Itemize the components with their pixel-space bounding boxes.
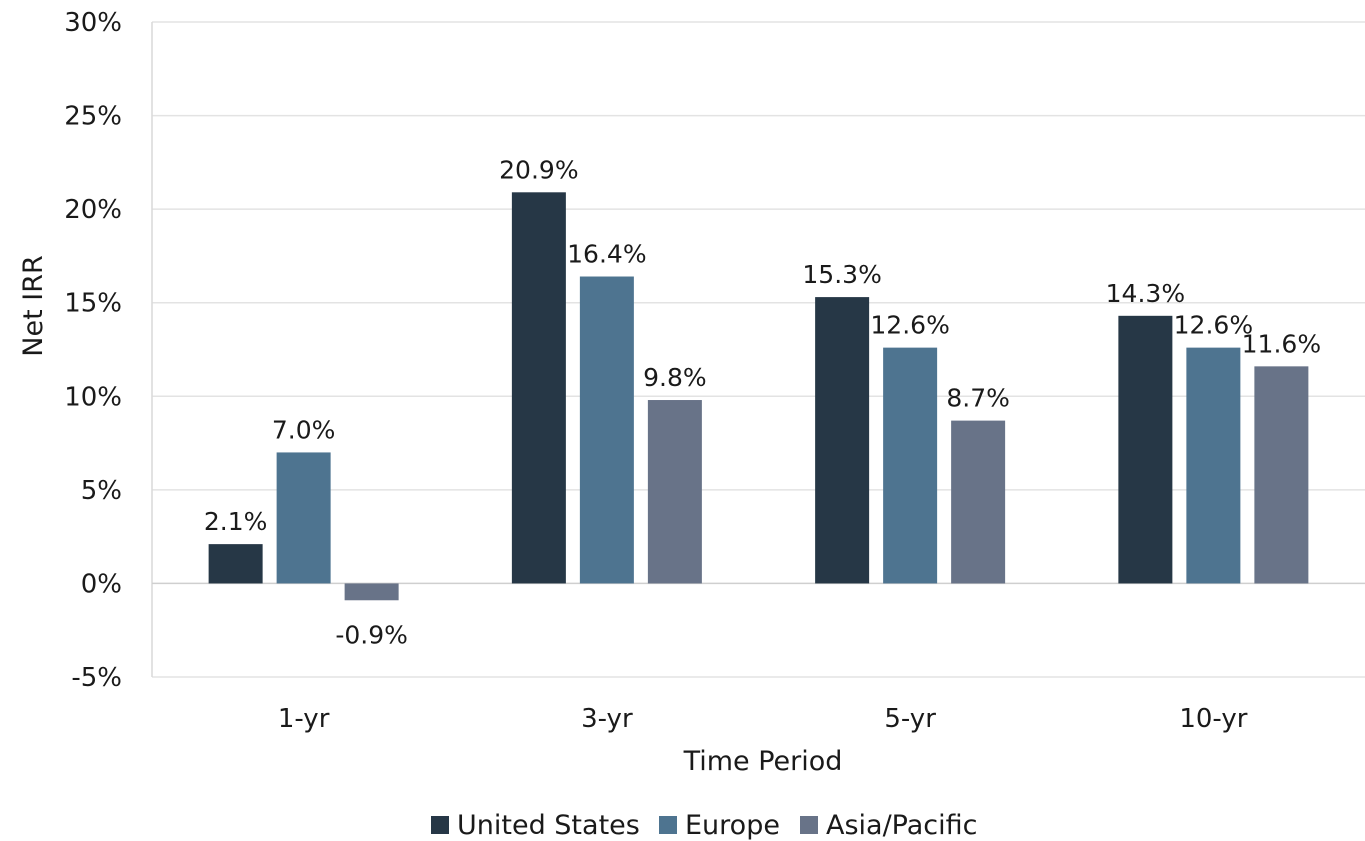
axes [151, 22, 1365, 677]
tick-labels: -5% 0% 5% 10% 15% 20% 25% 30% 1-yr 3-yr 5-yr 10-yr [64, 8, 1248, 734]
data-label-asia-pacific: 9.8% [643, 363, 707, 392]
legend-swatch-europe [659, 816, 677, 834]
y-tick-label: 15% [64, 289, 122, 319]
y-tick-label: 30% [64, 8, 122, 38]
gridlines [152, 21, 1365, 678]
data-label-asia-pacific: 11.6% [1242, 329, 1321, 358]
data-label-europe: 16.4% [567, 240, 646, 269]
data-labels: 2.1% 20.9% 15.3% 14.3% 7.0% 16.4% 12.6% 12.6% -0… [204, 155, 1321, 649]
y-axis-title: Net IRR [18, 255, 49, 356]
bar-europe [1186, 347, 1241, 584]
y-tick-label: 25% [64, 102, 122, 132]
y-tick-label: 20% [64, 195, 122, 225]
bar-united-states [1118, 315, 1173, 584]
legend-label-europe: Europe [685, 810, 780, 841]
bar-asia-pacific [647, 400, 702, 584]
legend-label-asia-pacific: Asia/Pacific [826, 810, 978, 841]
data-label-europe: 12.6% [1174, 311, 1253, 340]
y-tick-label: 0% [81, 569, 122, 599]
bar-united-states [208, 544, 263, 584]
legend-label-united-states: United States [457, 810, 640, 841]
x-tick-label: 5-yr [884, 704, 936, 734]
y-tick-label: 10% [64, 382, 122, 412]
legend-swatch-united-states [431, 816, 449, 834]
y-tick-label: 5% [81, 476, 122, 506]
x-tick-label: 1-yr [278, 704, 330, 734]
x-tick-label: 3-yr [581, 704, 633, 734]
x-axis-title: Time Period [683, 746, 843, 777]
data-label-united-states: 15.3% [802, 260, 881, 289]
legend: United States Europe Asia/Pacific [431, 810, 978, 841]
data-label-asia-pacific: 8.7% [946, 384, 1010, 413]
bar-europe [276, 452, 331, 584]
bars [208, 192, 1309, 601]
y-tick-label: -5% [71, 663, 122, 693]
data-label-europe: 7.0% [272, 415, 336, 444]
data-label-europe: 12.6% [870, 311, 949, 340]
x-tick-label: 10-yr [1179, 704, 1247, 734]
legend-swatch-asia-pacific [800, 816, 818, 834]
bar-asia-pacific [951, 420, 1006, 584]
bar-united-states [511, 192, 566, 584]
bar-europe [579, 276, 634, 584]
data-label-united-states: 20.9% [499, 155, 578, 184]
bar-united-states [815, 297, 870, 584]
bar-asia-pacific [1254, 366, 1309, 584]
data-label-asia-pacific: -0.9% [335, 620, 408, 649]
data-label-united-states: 14.3% [1106, 279, 1185, 308]
data-label-united-states: 2.1% [204, 507, 268, 536]
bar-europe [883, 347, 938, 584]
bar-asia-pacific [344, 583, 399, 601]
